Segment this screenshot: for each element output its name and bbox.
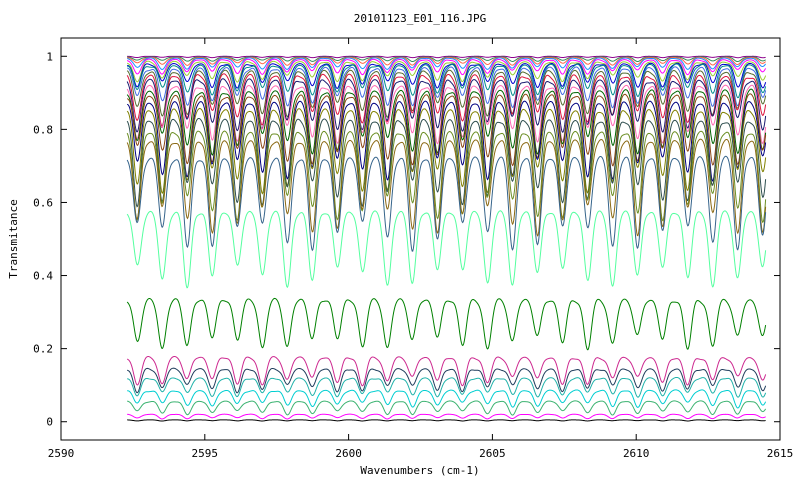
series-line <box>126 73 767 127</box>
series-line <box>126 69 767 118</box>
series-line <box>126 155 767 252</box>
series-line <box>127 389 767 409</box>
x-tick-label: 2615 <box>767 447 794 460</box>
series-line <box>127 419 766 422</box>
series-line <box>127 55 766 59</box>
plot-frame <box>60 37 781 441</box>
series-line <box>127 413 766 420</box>
ticks-group: 2590 2595 2600 2605 2610 2615 0 0.2 0.4 0.6 0.8 1 <box>33 38 793 460</box>
series-line <box>127 400 767 416</box>
series-line <box>126 60 767 83</box>
x-axis-label: Wavenumbers (cm-1) <box>360 464 479 477</box>
series-line <box>126 355 767 387</box>
series-line <box>126 138 767 237</box>
x-tick-label: 2595 <box>192 447 219 460</box>
y-tick-label: 0 <box>46 416 53 429</box>
series-line <box>127 367 767 394</box>
x-tick-label: 2610 <box>623 447 650 460</box>
series-line <box>126 107 767 195</box>
y-tick-label: 1 <box>46 50 53 63</box>
series-line <box>127 62 767 90</box>
y-tick-label: 0.6 <box>33 196 53 209</box>
series-line <box>126 57 767 70</box>
x-tick-label: 2605 <box>479 447 506 460</box>
series-line <box>126 100 767 182</box>
y-tick-label: 0.2 <box>33 343 53 356</box>
series-line <box>126 117 767 208</box>
series-line <box>126 58 767 76</box>
chart-title: 20101123_E01_116.JPG <box>354 12 486 25</box>
series-line <box>127 56 766 66</box>
series-line <box>127 56 766 63</box>
x-tick-label: 2590 <box>48 447 75 460</box>
y-axis-label: Transmitance <box>7 199 20 278</box>
series-group <box>126 55 767 422</box>
y-tick-label: 0.8 <box>33 123 53 136</box>
series-line <box>126 297 767 351</box>
series-line <box>126 93 767 167</box>
y-tick-label: 0.4 <box>33 270 53 283</box>
x-tick-label: 2600 <box>335 447 362 460</box>
series-line <box>127 63 767 99</box>
series-line <box>126 210 767 289</box>
series-line <box>127 376 767 398</box>
series-line <box>127 66 767 109</box>
series-line <box>126 78 767 133</box>
